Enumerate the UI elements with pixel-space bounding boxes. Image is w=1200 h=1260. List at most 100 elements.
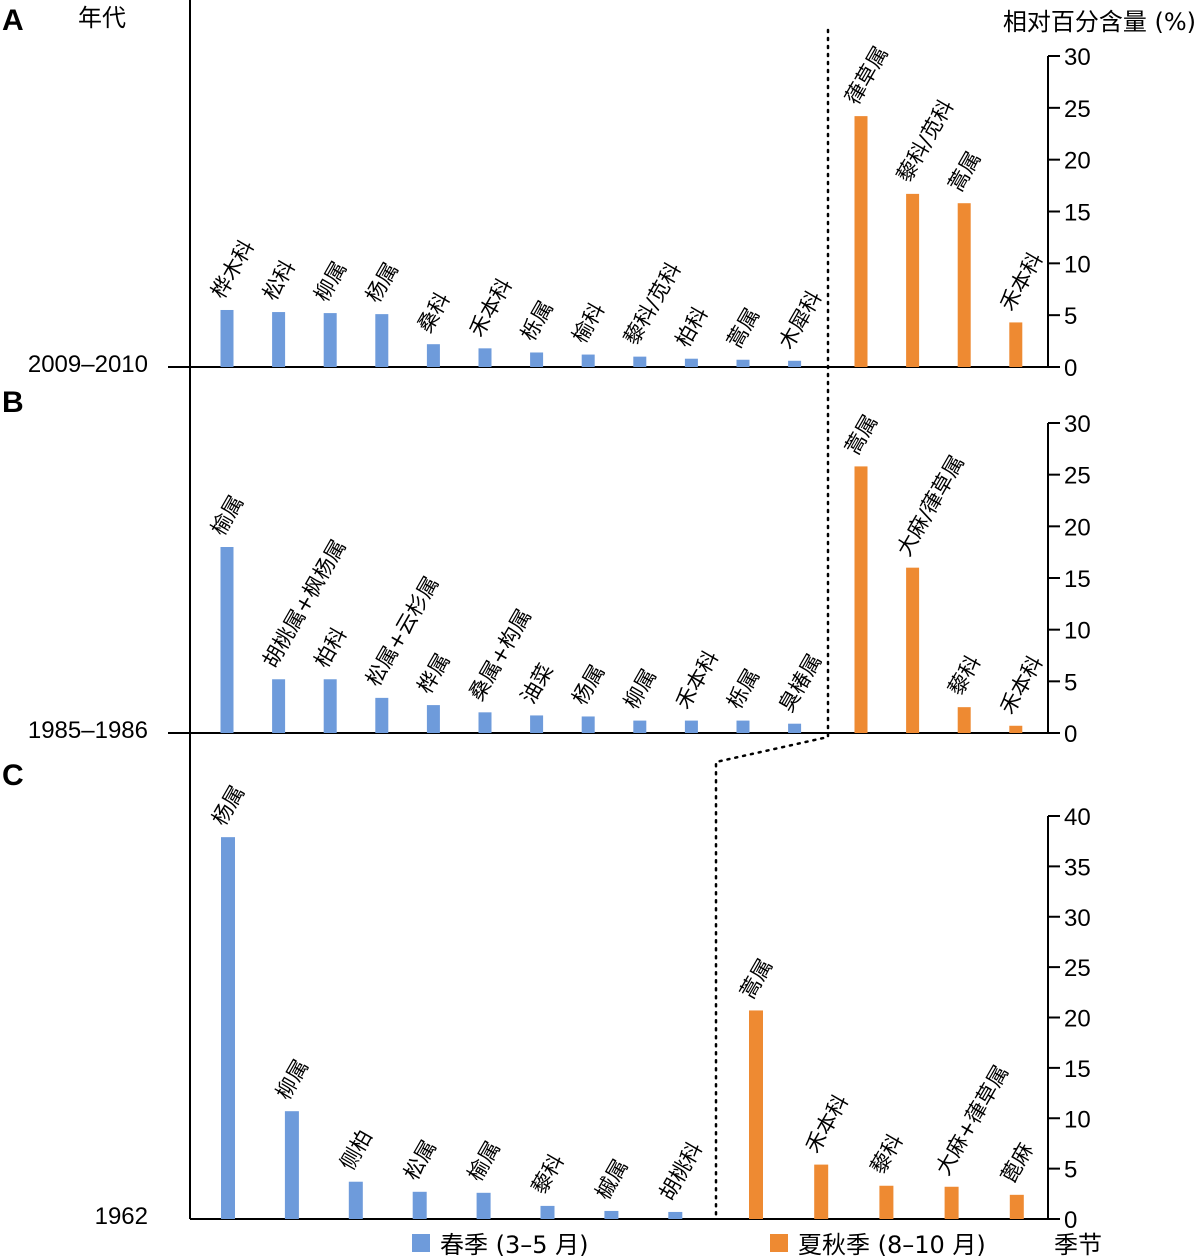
spring-bar-label-a: 蒿属 [723,304,765,352]
spring-bar-b [530,715,544,733]
spring-bar-label-b: 油菜 [516,660,558,708]
spring-bar-a [220,309,234,367]
autumn-bar-b [854,466,868,733]
y-tick-label-b: 30 [1064,411,1091,438]
spring-bar-b [478,712,492,733]
autumn-bar-c [749,1010,763,1219]
spring-bar-label-a: 栎属 [516,297,558,345]
spring-bar-label-b: 榆属 [207,491,249,539]
y-tick-label-b: 25 [1064,463,1091,490]
legend-swatch-autumn [770,1234,788,1252]
autumn-bar-c [879,1185,894,1219]
spring-bar-label-b: 柳属 [619,665,661,713]
panel-letter-a: A [2,4,24,37]
spring-bar-b [736,720,750,733]
spring-bar-label-a: 木犀科 [774,287,826,354]
spring-bar-c [668,1211,683,1219]
autumn-bar-label-a: 蒿属 [944,147,986,195]
autumn-bar-label-c: 蓖麻 [996,1139,1038,1187]
y-tick-label-a: 5 [1064,303,1077,330]
y-tick-label-c: 10 [1064,1106,1091,1133]
autumn-bar-a [957,203,971,367]
spring-bar-a [684,358,698,367]
spring-bar-a [375,314,389,367]
y-tick-label-b: 15 [1064,566,1091,593]
spring-bar-a [478,348,492,367]
spring-bar-a [736,359,750,367]
spring-bar-c [476,1192,491,1219]
spring-bar-a [581,354,595,367]
spring-bar-b [426,705,440,733]
autumn-bar-c [944,1186,959,1219]
spring-bar-label-a: 柳属 [310,257,352,305]
spring-bar-c [221,837,235,1219]
autumn-bar-label-a: 葎草属 [841,42,893,109]
y-tick-label-c: 25 [1064,955,1091,982]
spring-bar-a [426,344,440,367]
spring-bar-label-b: 臭椿属 [774,650,826,717]
autumn-bar-b [906,567,920,733]
autumn-bar-label-a: 藜科/苋科 [892,96,958,187]
y-tick-label-b: 10 [1064,618,1091,645]
legend-label-spring: 春季 (3–5 月) [440,1231,589,1259]
spring-bar-label-b: 柏科 [310,623,352,671]
spring-bar-label-a: 桦木科 [207,236,259,303]
autumn-bar-label-c: 藜科 [866,1130,908,1178]
autumn-bar-label-b: 蒿属 [841,411,883,459]
spring-bar-a [530,352,544,367]
autumn-bar-label-c: 禾本科 [801,1091,853,1158]
autumn-bar-label-b: 禾本科 [995,652,1047,719]
y-tick-label-a: 15 [1064,200,1091,227]
y-tick-label-a: 25 [1064,96,1091,123]
autumn-bar-b [1009,725,1023,733]
spring-bar-c [604,1210,619,1219]
spring-bar-b [788,723,802,733]
y-axis-title: 相对百分含量 (%) [1003,8,1196,36]
y-tick-label-c: 0 [1064,1207,1077,1234]
spring-bar-c [412,1191,427,1219]
y-tick-label-a: 0 [1064,355,1077,382]
y-tick-label-b: 20 [1064,514,1091,541]
panels: 0510152025302009–2010桦木科 松科 柳属 杨属桑科 禾本科 栎属 榆科藜… [28,42,1091,1234]
spring-bar-c [284,1111,299,1219]
autumn-bar-label-a: 禾本科 [995,248,1047,315]
autumn-bar-label-c: 大麻+葎草属 [931,1061,1013,1179]
autumn-bar-b [957,707,971,733]
spring-bar-label-a: 松科 [258,256,300,304]
spring-bar-label-c: 侧柏 [335,1126,377,1174]
legend-swatch-spring [412,1234,430,1252]
spring-bar-b [323,679,337,733]
spring-bar-c [540,1205,555,1219]
y-tick-label-c: 20 [1064,1006,1091,1033]
autumn-bar-c [814,1164,829,1219]
spring-bar-label-c: 柳属 [271,1055,313,1103]
spring-bar-a [633,356,647,367]
autumn-bar-a [1009,322,1023,367]
spring-bar-b [272,679,286,733]
autumn-bar-c [1009,1194,1024,1219]
season-divider [714,28,830,1221]
era-axis-title: 年代 [78,4,126,32]
spring-bar-label-b: 栎属 [723,665,765,713]
autumn-bar-label-c: 蒿属 [736,955,778,1003]
spring-bar-b [633,720,647,733]
spring-bar-label-b: 禾本科 [671,647,723,714]
spring-bar-label-c: 松属 [399,1136,441,1184]
spring-bar-label-b: 杨属 [568,661,610,709]
era-label-b: 1985–1986 [28,717,148,744]
era-label-a: 2009–2010 [28,351,148,378]
spring-bar-label-c: 槭属 [591,1155,633,1203]
y-tick-label-a: 10 [1064,251,1091,278]
y-tick-label-a: 30 [1064,44,1091,71]
spring-bar-label-c: 胡桃科 [655,1138,707,1205]
panel-letter-c: C [2,759,24,792]
y-tick-label-c: 40 [1064,804,1091,831]
autumn-bar-label-b: 大麻/葎草属 [892,451,969,560]
y-tick-label-b: 5 [1064,669,1077,696]
spring-bar-label-a: 禾本科 [465,274,517,341]
autumn-bar-a [854,116,868,367]
spring-bar-label-b: 桦属 [413,649,455,697]
spring-bar-label-c: 榆属 [463,1137,505,1185]
spring-bar-c [348,1181,363,1219]
